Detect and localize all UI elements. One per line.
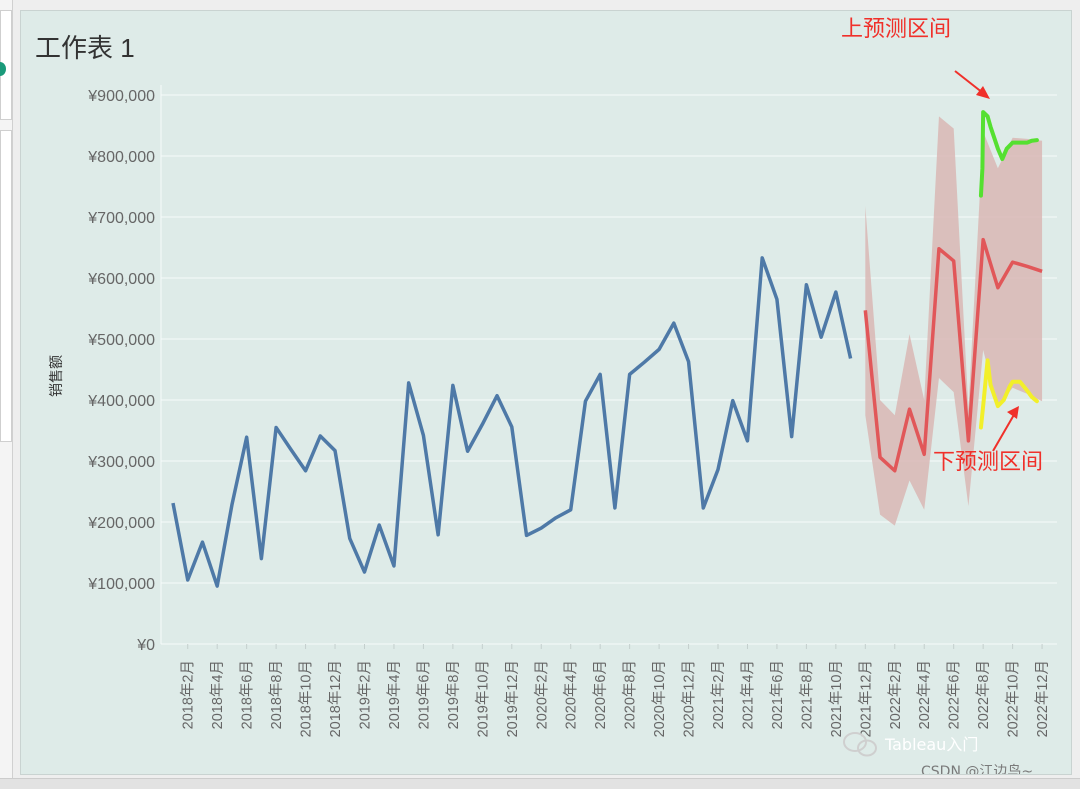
x-tick-label: 2020年6月 [592,660,609,729]
sheet-title: 工作表 1 [35,33,135,63]
x-tick-label: 2020年4月 [563,660,580,729]
x-tick-label: 2019年2月 [356,660,373,729]
watermark: Tableau入门 CSDN @江边鸟~ [843,732,1033,774]
y-tick-label: ¥100,000 [87,576,155,593]
x-tick-label: 2019年10月 [474,660,491,737]
x-tick-label: 2021年12月 [857,660,874,737]
x-tick-label: 2018年8月 [268,660,285,729]
series-lines [171,110,1043,588]
y-tick-label: ¥200,000 [87,515,155,532]
status-indicator-icon [0,62,6,76]
x-tick-label: 2018年6月 [239,660,256,729]
y-axis-label: 销售额 [49,355,65,397]
x-tick-label: 2018年10月 [298,660,315,737]
arrowhead-upper-icon [976,86,990,99]
forecast-line-chart: 工作表 1 ¥0 ¥100,000 ¥200,000 ¥300,000 ¥400,000… [35,17,1057,774]
y-tick-label: ¥500,000 [87,332,155,349]
y-tick-label: ¥300,000 [87,454,155,471]
y-axis-ticks: ¥0 ¥100,000 ¥200,000 ¥300,000 ¥400,000 ¥500,0… [87,88,155,654]
worksheet-panel: 工作表 1 ¥0 ¥100,000 ¥200,000 ¥300,000 ¥400,000… [20,10,1072,775]
x-tick-label: 2020年2月 [533,660,550,729]
prediction-interval-band [865,116,1043,526]
x-tick-label: 2022年4月 [916,660,933,729]
x-tick-label: 2020年12月 [681,660,698,737]
x-tick-label: 2021年8月 [798,660,815,729]
x-tick-label: 2022年6月 [946,660,963,729]
x-tick-label: 2019年4月 [386,660,403,729]
x-tick-label: 2022年8月 [975,660,992,729]
y-tick-label: ¥0 [136,637,155,654]
x-tick-label: 2020年10月 [651,660,668,737]
left-panel-middle [0,130,12,442]
lower-interval-highlight [978,358,1039,430]
y-tick-label: ¥800,000 [87,149,155,166]
y-tick-label: ¥900,000 [87,88,155,105]
y-tick-label: ¥700,000 [87,210,155,227]
arrow-upper-icon [954,70,984,94]
watermark-credit: CSDN @江边鸟~ [921,764,1033,774]
x-tick-label: 2022年10月 [1005,660,1022,737]
y-tick-label: ¥400,000 [87,393,155,410]
x-tick-label: 2021年4月 [739,660,756,729]
x-tick-label: 2021年2月 [710,660,727,729]
arrowhead-lower-icon [1007,406,1019,419]
upper-interval-highlight [978,110,1039,198]
prediction-interval-area [865,116,1043,526]
x-tick-label: 2019年8月 [445,660,462,729]
x-tick-label: 2019年12月 [504,660,521,737]
x-tick-label: 2018年2月 [180,660,197,729]
bottom-scrollbar[interactable] [0,778,1080,789]
x-tick-label: 2022年2月 [887,660,904,729]
x-tick-label: 2021年6月 [769,660,786,729]
x-tick-label: 2018年12月 [327,660,344,737]
x-tick-label: 2022年12月 [1034,660,1051,737]
series-line-forecast [863,237,1043,473]
watermark-text: Tableau入门 [884,735,978,754]
x-tick-label: 2018年4月 [209,660,226,729]
x-axis-ticks: 2018年2月 2018年4月 2018年6月 2018年8月 2018年10月 2018… [180,644,1051,737]
left-sidebar-strip [0,0,13,788]
x-tick-label: 2021年10月 [828,660,845,737]
y-tick-label: ¥600,000 [87,271,155,288]
wechat-icon [843,732,877,757]
annotation-lower-interval: 下预测区间 [933,450,1043,475]
gridlines [160,85,1057,645]
series-line-actual-sales [171,256,853,588]
x-tick-label: 2019年6月 [415,660,432,729]
annotation-upper-interval: 上预测区间 [841,17,951,42]
x-tick-label: 2020年8月 [622,660,639,729]
arrow-lower-icon [992,412,1016,452]
